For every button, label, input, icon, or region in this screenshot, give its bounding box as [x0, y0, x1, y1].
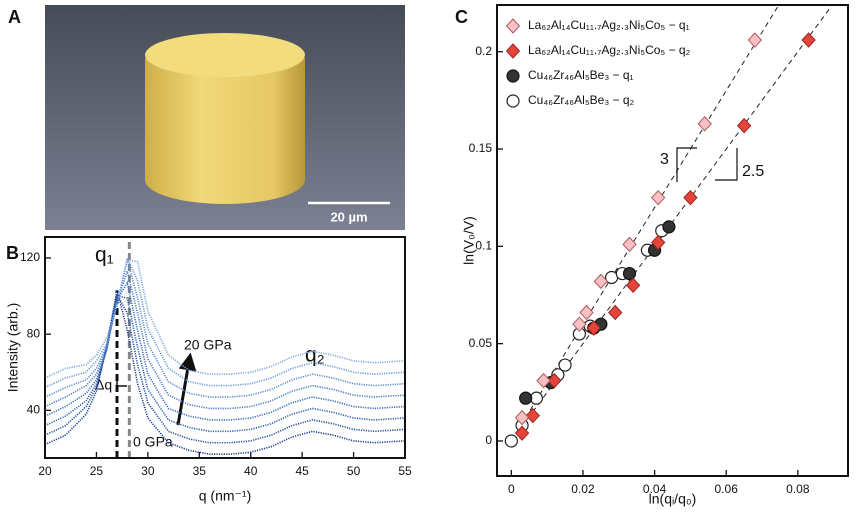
spectrum: [44, 258, 406, 379]
point: [625, 277, 641, 293]
y-tick-label: 40: [27, 403, 41, 417]
y-tick-label: 0.05: [469, 336, 493, 350]
x-tick-label: 35: [193, 464, 207, 478]
point: [579, 304, 594, 321]
annotation: 20 GPa: [184, 337, 232, 353]
legend-marker: [505, 43, 521, 59]
y-axis-label: ln(V₀/V): [461, 216, 477, 265]
legend-marker: [506, 94, 520, 108]
legend-marker: [505, 18, 521, 34]
point: [662, 220, 676, 234]
panel-label: C: [455, 7, 468, 27]
y-tick-label: 0: [485, 433, 492, 447]
point: [536, 372, 551, 389]
spectrum: [44, 290, 406, 455]
y-axis-label: Intensity (arb.): [5, 303, 21, 392]
legend-label: La₆₂Al₁₄Cu₁₁.₇Ag₂.₃Ni₅Co₅ − q₁: [528, 18, 690, 32]
x-tick-label: 30: [141, 464, 155, 478]
legend-label: Cu₄₆Zr₄₆Al₅Be₃ − q₁: [528, 68, 634, 82]
x-tick-label: 0.08: [786, 482, 810, 496]
x-tick-label: 40: [244, 464, 258, 478]
slope-label: 2.5: [742, 163, 764, 180]
point: [519, 391, 533, 405]
point: [747, 32, 763, 48]
point: [650, 234, 666, 251]
x-tick-label: 50: [347, 464, 361, 478]
point: [650, 189, 666, 206]
plot-frame: [44, 236, 406, 459]
point: [608, 304, 623, 321]
spectrum: [44, 259, 406, 398]
point: [736, 117, 752, 134]
point: [683, 189, 698, 206]
x-tick-label: 0.04: [643, 482, 667, 496]
annotation: q₂: [305, 344, 325, 367]
point: [586, 320, 601, 336]
fit-line: [510, 4, 780, 442]
point: [697, 115, 712, 132]
x-tick-label: 55: [398, 464, 412, 478]
point: [547, 372, 562, 389]
point: [622, 266, 637, 281]
point: [558, 358, 572, 372]
x-tick-label: 45: [295, 464, 309, 478]
panel-label: A: [8, 7, 21, 27]
y-tick-label: 0.2: [475, 44, 492, 58]
annotation: 0 GPa: [133, 434, 173, 450]
point: [572, 316, 587, 332]
y-tick-label: 0.1: [475, 239, 492, 253]
point: [593, 273, 609, 290]
micrograph: [45, 5, 405, 230]
x-tick-label: 20: [38, 464, 52, 478]
point: [622, 236, 637, 253]
slope-triangle: [676, 147, 697, 182]
annotation: q₁: [95, 244, 114, 267]
x-axis-label: q (nm⁻¹): [199, 488, 252, 504]
y-tick-label: 0.15: [469, 141, 493, 155]
slope-triangle: [715, 148, 738, 181]
point: [504, 434, 518, 448]
scale-bar-label: 20 µm: [330, 209, 367, 224]
panel-label: B: [6, 243, 19, 263]
plot-frame: [496, 4, 849, 477]
x-tick-label: 0: [508, 482, 515, 496]
annotation: Δq: [95, 377, 112, 393]
y-tick-label: 120: [20, 250, 40, 264]
x-tick-label: 25: [90, 464, 104, 478]
legend-label: La₆₂Al₁₄Cu₁₁.₇Ag₂.₃Ni₅Co₅ − q₂: [528, 43, 691, 57]
point: [525, 407, 540, 424]
spectrum: [44, 295, 406, 433]
x-axis-label: ln(qᵢ/q₀): [649, 491, 697, 507]
legend-label: Cu₄₆Zr₄₆Al₅Be₃ − q₂: [528, 93, 635, 107]
spectrum: [44, 280, 406, 421]
x-tick-label: 0.06: [715, 482, 739, 496]
y-tick-label: 80: [27, 326, 41, 340]
point: [801, 32, 816, 48]
point: [514, 425, 530, 441]
x-tick-label: 0.02: [571, 482, 595, 496]
spectrum: [44, 255, 406, 389]
point: [514, 409, 530, 426]
legend-marker: [506, 69, 520, 83]
slope-label: 3: [660, 151, 669, 168]
spectrum: [44, 291, 406, 444]
